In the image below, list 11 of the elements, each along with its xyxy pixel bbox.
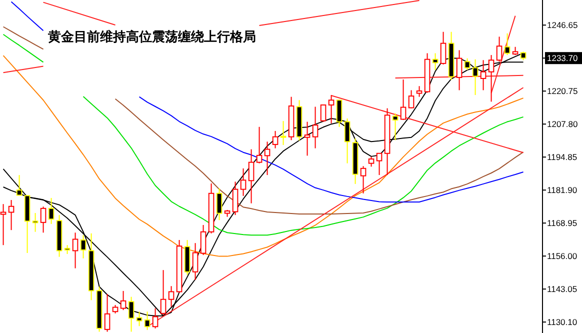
tick-label: 1143.05	[547, 284, 578, 294]
tick-label: 1181.90	[547, 185, 578, 196]
tick-label: 1246.65	[547, 20, 578, 30]
tick-label: 1168.95	[547, 218, 578, 228]
title: 黄金目前维持高位震荡缠绕上行格局	[48, 30, 256, 45]
tick-label: 1233.70	[547, 53, 578, 64]
tick-label: 1194.85	[547, 152, 578, 162]
tick-label: 1130.10	[547, 317, 578, 328]
tick-label: 1220.75	[547, 86, 578, 96]
tick-label: 1156.00	[547, 251, 578, 262]
tick-label: 1207.80	[547, 119, 578, 130]
